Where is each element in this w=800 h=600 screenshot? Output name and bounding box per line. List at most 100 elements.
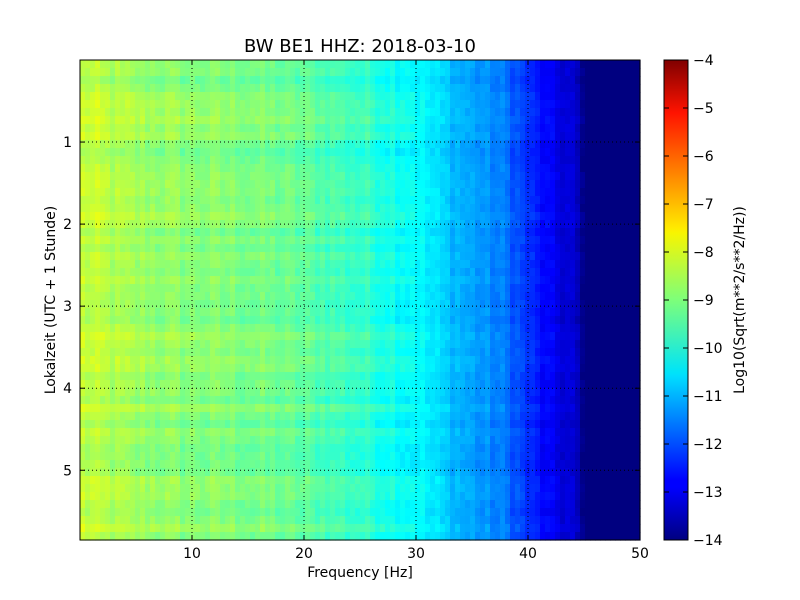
heatmap-cell [220, 332, 226, 341]
heatmap-cell [435, 140, 441, 149]
heatmap-cell [150, 196, 156, 205]
heatmap-cell [285, 348, 291, 357]
heatmap-cell [545, 348, 551, 357]
heatmap-cell [140, 388, 146, 397]
heatmap-cell [595, 332, 601, 341]
heatmap-cell [405, 92, 411, 101]
heatmap-cell [275, 180, 281, 189]
heatmap-cell [160, 180, 166, 189]
heatmap-cell [605, 108, 611, 117]
heatmap-cell [100, 388, 106, 397]
heatmap-cell [445, 284, 451, 293]
heatmap-cell [240, 164, 246, 173]
heatmap-cell [110, 156, 116, 165]
heatmap-cell [345, 236, 351, 245]
heatmap-cell [610, 228, 616, 237]
heatmap-cell [520, 404, 526, 413]
heatmap-cell [165, 268, 171, 277]
heatmap-cell [520, 156, 526, 165]
heatmap-cell [500, 348, 506, 357]
heatmap-cell [610, 284, 616, 293]
heatmap-cell [470, 68, 476, 77]
heatmap-cell [615, 244, 621, 253]
heatmap-cell [465, 212, 471, 221]
heatmap-cell [550, 156, 556, 165]
heatmap-cell [450, 236, 456, 245]
heatmap-cell [290, 212, 296, 221]
heatmap-cell [405, 244, 411, 253]
heatmap-cell [270, 140, 276, 149]
heatmap-cell [530, 140, 536, 149]
heatmap-cell [455, 84, 461, 93]
heatmap-cell [600, 268, 606, 277]
heatmap-cell [355, 380, 361, 389]
heatmap-cell [210, 164, 216, 173]
heatmap-cell [210, 252, 216, 261]
heatmap-cell [600, 172, 606, 181]
heatmap-cell [170, 396, 176, 405]
heatmap-cell [500, 372, 506, 381]
heatmap-cell [510, 116, 516, 125]
heatmap-cell [420, 172, 426, 181]
heatmap-cell [575, 148, 581, 157]
heatmap-cell [470, 316, 476, 325]
heatmap-cell [295, 220, 301, 229]
heatmap-cell [390, 388, 396, 397]
heatmap-cell [90, 156, 96, 165]
heatmap-cell [260, 92, 266, 101]
heatmap-cell [425, 148, 431, 157]
heatmap-cell [170, 388, 176, 397]
heatmap-cell [415, 396, 421, 405]
heatmap-cell [370, 228, 376, 237]
heatmap-cell [230, 212, 236, 221]
heatmap-cell [600, 132, 606, 141]
heatmap-cell [160, 124, 166, 133]
heatmap-cell [125, 68, 131, 77]
heatmap-cell [165, 380, 171, 389]
heatmap-cell [310, 372, 316, 381]
heatmap-cell [95, 372, 101, 381]
heatmap-cell [190, 124, 196, 133]
heatmap-cell [210, 180, 216, 189]
heatmap-cell [575, 204, 581, 213]
heatmap-cell [255, 60, 261, 69]
heatmap-cell [205, 332, 211, 341]
heatmap-cell [95, 292, 101, 301]
heatmap-cell [375, 92, 381, 101]
heatmap-cell [360, 180, 366, 189]
heatmap-cell [450, 204, 456, 213]
heatmap-cell [610, 340, 616, 349]
heatmap-cell [255, 188, 261, 197]
heatmap-cell [380, 92, 386, 101]
heatmap-cell [150, 292, 156, 301]
heatmap-cell [380, 156, 386, 165]
heatmap-cell [485, 60, 491, 69]
heatmap-cell [315, 188, 321, 197]
heatmap-cell [625, 156, 631, 165]
heatmap-cell [635, 148, 641, 157]
heatmap-cell [385, 116, 391, 125]
heatmap-cell [400, 172, 406, 181]
heatmap-cell [85, 332, 91, 341]
heatmap-cell [355, 260, 361, 269]
heatmap-cell [550, 204, 556, 213]
heatmap-cell [80, 388, 86, 397]
heatmap-cell [230, 164, 236, 173]
heatmap-cell [185, 388, 191, 397]
heatmap-cell [530, 380, 536, 389]
heatmap-cell [590, 284, 596, 293]
heatmap-cell [520, 76, 526, 85]
heatmap-cell [480, 388, 486, 397]
heatmap-cell [435, 164, 441, 173]
heatmap-cell [455, 220, 461, 229]
heatmap-cell [450, 324, 456, 333]
heatmap-cell [345, 100, 351, 109]
heatmap-cell [420, 268, 426, 277]
heatmap-cell [425, 180, 431, 189]
heatmap-cell [580, 108, 586, 117]
heatmap-cell [310, 164, 316, 173]
heatmap-cell [190, 276, 196, 285]
heatmap-cell [300, 172, 306, 181]
heatmap-cell [575, 404, 581, 413]
heatmap-cell [110, 84, 116, 93]
